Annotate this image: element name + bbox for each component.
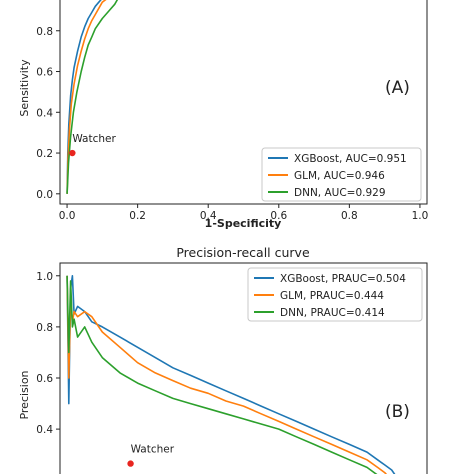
- roc-legend-label-1: GLM, AUC=0.946: [294, 170, 385, 182]
- roc-xtick-label: 0.8: [341, 210, 358, 222]
- roc-series-line-0: [66, 0, 102, 194]
- pr-legend: XGBoost, PRAUC=0.504 GLM, PRAUC=0.444 DNN,…: [247, 267, 423, 322]
- roc-legend-label-0: XGBoost, AUC=0.951: [294, 153, 407, 165]
- pr-ylabel: Precision: [18, 370, 31, 419]
- roc-panel: Watcher 0.0 0.2 0.4 0.6 0.8 1.0 0.0 0.2 0.4 0.6 0…: [18, 0, 428, 230]
- pr-watcher-label: Watcher: [131, 444, 175, 456]
- roc-legend-label-2: DNN, AUC=0.929: [294, 187, 386, 199]
- roc-xtick-label: 1.0: [412, 210, 429, 222]
- pr-ytick-label: 0.8: [36, 322, 53, 334]
- roc-ytick-label: 0.4: [36, 107, 53, 119]
- pr-series-line-0: [66, 275, 396, 474]
- pr-legend-label-0: XGBoost, PRAUC=0.504: [280, 273, 406, 285]
- roc-ytick-label: 0.8: [36, 26, 53, 38]
- pr-legend-label-1: GLM, PRAUC=0.444: [280, 290, 384, 302]
- roc-legend-box: [261, 147, 422, 202]
- roc-panel-tag: (A): [385, 78, 410, 98]
- roc-xtick-label: 0.4: [200, 210, 217, 222]
- pr-ytick-label: 1.0: [36, 271, 53, 283]
- pr-ytick-label: 0.4: [36, 424, 53, 436]
- roc-xlabel: 1-Specificity: [205, 217, 282, 230]
- roc-legend: XGBoost, AUC=0.951 GLM, AUC=0.946 DNN, AUC…: [261, 147, 422, 202]
- roc-axes-frame: [59, 0, 428, 205]
- pr-watcher-point: [127, 460, 134, 467]
- roc-ylabel: Sensitivity: [18, 59, 31, 117]
- roc-watcher-label: Watcher: [72, 133, 116, 145]
- roc-xtick-label: 0.6: [270, 210, 287, 222]
- roc-ytick-label: 0.0: [36, 189, 53, 201]
- pr-legend-box: [247, 267, 423, 322]
- roc-watcher-point: [69, 149, 76, 157]
- pr-series-line-2: [66, 275, 378, 474]
- pr-panel-tag: (B): [385, 402, 410, 422]
- roc-xtick-label: 0.2: [129, 210, 146, 222]
- pr-series-line-1: [66, 275, 388, 474]
- pr-panel: Precision-recall curve Watcher 0.20.40.6…: [18, 245, 428, 474]
- pr-ytick-label: 0.6: [36, 373, 53, 385]
- roc-ytick-label: 0.2: [36, 148, 53, 160]
- pr-title: Precision-recall curve: [176, 245, 310, 260]
- roc-series-line-1: [66, 0, 107, 194]
- roc-series-line-2: [66, 0, 119, 194]
- roc-ytick-label: 0.6: [36, 67, 53, 79]
- roc-xtick-label: 0.0: [59, 210, 76, 222]
- pr-legend-label-2: DNN, PRAUC=0.414: [280, 307, 385, 319]
